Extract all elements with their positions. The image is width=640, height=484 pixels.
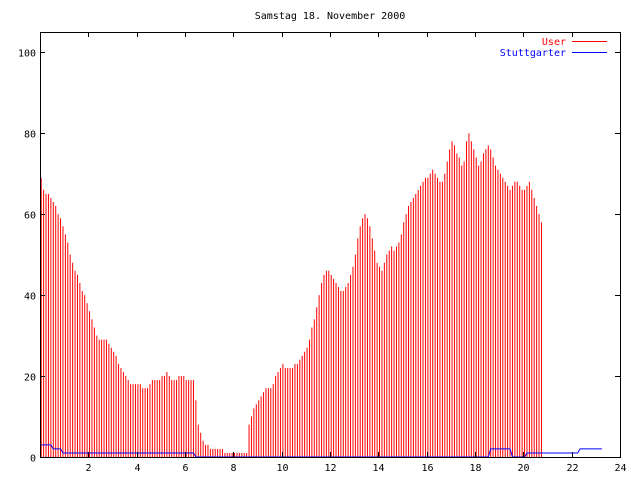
x-tick-label: 6 [182, 463, 188, 474]
legend-label: User [542, 37, 566, 48]
x-tick-label: 2 [85, 463, 91, 474]
y-tick-label: 40 [24, 292, 36, 303]
x-tick-label: 22 [566, 463, 578, 474]
x-tick-label: 20 [517, 463, 529, 474]
y-tick-label: 20 [24, 373, 36, 384]
user-bars [40, 133, 542, 457]
x-tick-label: 8 [230, 463, 236, 474]
x-tick-label: 4 [134, 463, 140, 474]
x-tick-label: 10 [276, 463, 288, 474]
chart-title: Samstag 18. November 2000 [255, 11, 406, 22]
y-tick-label: 60 [24, 211, 36, 222]
y-tick-label: 0 [30, 454, 36, 465]
x-tick-label: 12 [324, 463, 336, 474]
y-tick-label: 100 [18, 49, 36, 60]
plot-frame [40, 32, 621, 458]
legend-label: Stuttgarter [500, 48, 566, 59]
x-tick-label: 16 [421, 463, 433, 474]
x-tick-label: 14 [372, 463, 384, 474]
x-tick-label: 24 [614, 463, 626, 474]
x-tick-label: 18 [469, 463, 481, 474]
y-tick-label: 80 [24, 130, 36, 141]
